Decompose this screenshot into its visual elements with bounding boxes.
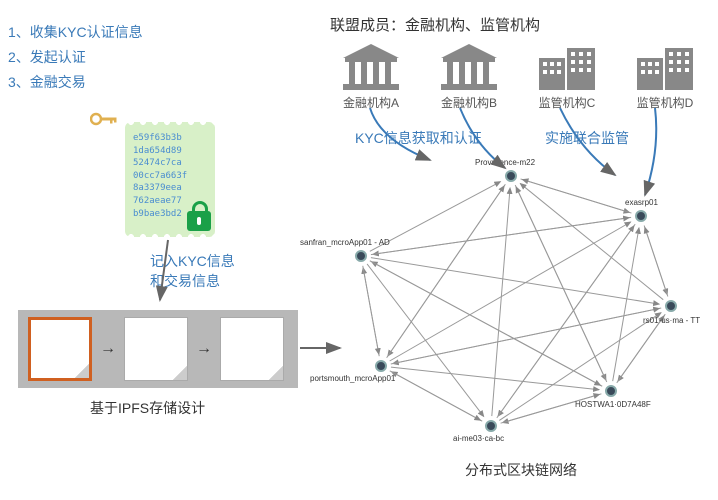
kyc-auth-label: KYC信息获取和认证 [355, 128, 482, 148]
hash-line: 8a3379eea [133, 182, 207, 195]
network-node-label: sanfran_mcroApp01 - AD [300, 238, 390, 247]
ipfs-doc-selected [28, 317, 92, 381]
step-2: 2、发起认证 [8, 45, 143, 70]
key-icon [90, 110, 118, 131]
joint-reg-label: 实施联合监管 [545, 128, 629, 148]
inst-label: 金融机构B [441, 94, 497, 111]
network-node [485, 420, 497, 432]
step-1: 1、收集KYC认证信息 [8, 20, 143, 45]
institutions-row: 金融机构A 金融机构B 监管机构C 监管机构D [330, 42, 706, 111]
arrow-icon: → [100, 340, 116, 358]
institution-bank-a: 金融机构A [330, 42, 412, 111]
hash-line: 1da654d89 [133, 145, 207, 158]
network-node [375, 360, 387, 372]
institution-reg-c: 监管机构C [526, 42, 608, 111]
inst-label: 监管机构C [539, 94, 596, 111]
institution-bank-b: 金融机构B [428, 42, 510, 111]
step-3: 3、金融交易 [8, 70, 143, 95]
ipfs-doc [220, 317, 284, 381]
network-node-label: HOSTWA1·0D7A48F [575, 400, 651, 409]
network-node [635, 210, 647, 222]
network-node-label: ai-me03·ca-bc [453, 434, 504, 443]
arrow-icon: → [196, 340, 212, 358]
network-node-label: exasrp01 [625, 198, 658, 207]
ipfs-doc [124, 317, 188, 381]
ipfs-storage: → → [18, 310, 298, 388]
network-node-label: rs01-us·ma - TT [643, 316, 700, 325]
hash-line: e59f63b3b [133, 132, 207, 145]
network-node [355, 250, 367, 262]
inst-label: 监管机构D [637, 94, 694, 111]
kyc-record-label: 记入KYC信息 和交易信息 [150, 252, 235, 291]
network-label: 分布式区块链网络 [465, 460, 577, 480]
institution-reg-d: 监管机构D [624, 42, 706, 111]
ipfs-label: 基于IPFS存储设计 [90, 398, 205, 418]
lock-icon [187, 211, 211, 231]
network-node [605, 385, 617, 397]
inst-label: 金融机构A [343, 94, 399, 111]
members-label: 联盟成员：金融机构、监管机构 [330, 14, 540, 35]
network-node [505, 170, 517, 182]
kyc-receipt: e59f63b3b 1da654d89 52474c7ca 00cc7a663f… [125, 122, 215, 237]
hash-line: 00cc7a663f [133, 170, 207, 183]
hash-line: 52474c7ca [133, 157, 207, 170]
steps-list: 1、收集KYC认证信息 2、发起认证 3、金融交易 [8, 20, 143, 96]
blockchain-network: Provxsence-m22exasrp01rs01-us·ma - TTHOS… [335, 150, 695, 450]
network-node-label: portsmouth_mcroApp01 [310, 374, 395, 383]
network-node-label: Provxsence-m22 [475, 158, 535, 167]
network-node [665, 300, 677, 312]
